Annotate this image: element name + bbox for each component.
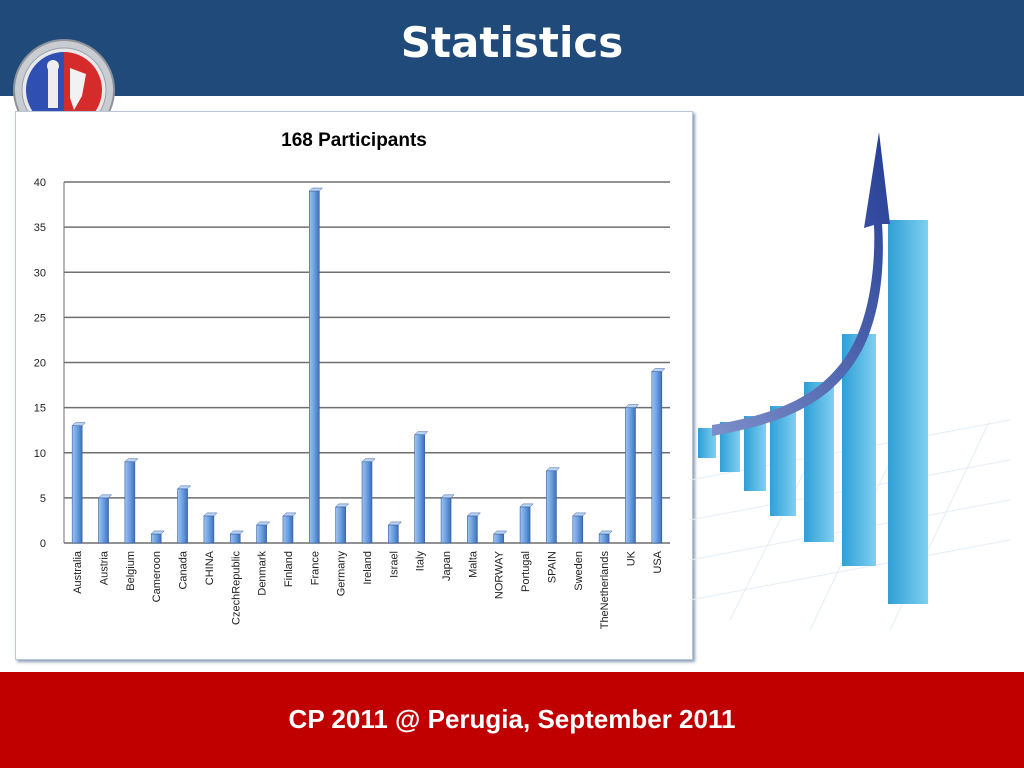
x-tick-label: Austria bbox=[99, 550, 111, 585]
bar-Sweden bbox=[572, 515, 584, 544]
growth-arrow-illustration bbox=[690, 132, 1011, 631]
bar-Austria bbox=[98, 497, 109, 544]
x-tick-label: UK bbox=[625, 550, 637, 566]
bar-top-TheNetherlands bbox=[598, 530, 613, 535]
slide-title: Statistics bbox=[400, 18, 624, 67]
bar-top-USA bbox=[651, 368, 666, 372]
footer-bar: CP 2011 @ Perugia, September 2011 bbox=[0, 672, 1024, 768]
y-tick-label: 5 bbox=[40, 493, 46, 505]
bar-Ireland bbox=[361, 461, 373, 544]
x-tick-label: Belgium bbox=[125, 551, 137, 591]
bar-top-Denmark bbox=[256, 521, 271, 526]
x-tick-label: Italy bbox=[415, 551, 427, 572]
bar-top-SPAIN bbox=[545, 467, 561, 472]
bar-top-Belgium bbox=[124, 458, 139, 463]
bar-top-Italy bbox=[414, 431, 429, 435]
bar-Belgium bbox=[124, 461, 136, 544]
bar-top-France bbox=[308, 187, 323, 192]
x-tick-label: Israel bbox=[388, 551, 400, 578]
x-tick-label: Finland bbox=[283, 551, 295, 587]
y-tick-label: 15 bbox=[34, 403, 46, 415]
x-tick-label: Cameroon bbox=[151, 551, 163, 602]
x-tick-label: Portugal bbox=[520, 551, 532, 592]
bar-top-Canada bbox=[176, 485, 192, 490]
x-tick-label: USA bbox=[652, 550, 664, 573]
header-bar: Statistics bbox=[0, 0, 1024, 96]
x-tick-label: France bbox=[309, 551, 321, 585]
y-tick-label: 25 bbox=[34, 312, 46, 324]
bar-Finland bbox=[282, 515, 294, 544]
x-tick-label: Ireland bbox=[362, 551, 374, 585]
x-tick-label: SPAIN bbox=[546, 551, 558, 583]
bar-Japan bbox=[440, 497, 452, 544]
bar-top-Cameroon bbox=[150, 530, 165, 535]
bar-top-CHINA bbox=[203, 512, 218, 517]
bar-top-Malta bbox=[466, 512, 481, 517]
bar-top-Austria bbox=[97, 494, 113, 499]
bar-top-NORWAY bbox=[493, 530, 508, 535]
chart-title: 168 Participants bbox=[281, 130, 427, 151]
x-tick-label: Malta bbox=[467, 550, 479, 578]
bar-Canada bbox=[177, 488, 188, 544]
y-tick-label: 10 bbox=[34, 448, 46, 460]
bar-SPAIN bbox=[546, 470, 557, 544]
bar-Malta bbox=[467, 515, 478, 544]
footer-caption: CP 2011 @ Perugia, September 2011 bbox=[288, 704, 736, 734]
x-tick-label: CzechRepublic bbox=[230, 551, 242, 625]
bar-France bbox=[309, 190, 320, 544]
x-tick-label: TheNetherlands bbox=[599, 551, 611, 630]
y-tick-label: 20 bbox=[34, 358, 46, 370]
bar-top-Ireland bbox=[361, 458, 376, 463]
bar-top-Finland bbox=[282, 512, 297, 517]
bar-chart-panel: 168 Participants 0 5 10 15 20 25 30 35 40 Australi… bbox=[15, 111, 693, 660]
y-tick-label: 30 bbox=[34, 267, 46, 279]
x-tick-label: Denmark bbox=[257, 551, 269, 596]
y-tick-label: 40 bbox=[34, 177, 46, 189]
bar-top-Portugal bbox=[519, 503, 534, 508]
bar-top-Japan bbox=[440, 494, 455, 499]
bar-top-Australia bbox=[71, 422, 86, 426]
bar-Portugal bbox=[519, 506, 531, 544]
bar-Germany bbox=[335, 506, 346, 544]
bar-Denmark bbox=[256, 524, 267, 544]
x-tick-label: Japan bbox=[441, 551, 453, 581]
bar-TheNetherlands bbox=[598, 533, 610, 544]
x-tick-label: CHINA bbox=[204, 550, 216, 585]
bar-Israel bbox=[388, 524, 399, 544]
bar-UK bbox=[625, 407, 636, 544]
bar-top-Germany bbox=[335, 503, 350, 508]
x-tick-label: Canada bbox=[178, 550, 190, 589]
bar-chart: 168 Participants 0 5 10 15 20 25 30 35 40 Australi… bbox=[34, 130, 670, 630]
bar-CHINA bbox=[203, 515, 215, 544]
bar-Cameroon bbox=[150, 533, 162, 544]
bar-Italy bbox=[414, 434, 425, 544]
x-tick-label: NORWAY bbox=[494, 550, 506, 599]
bar-top-CzechRepublic bbox=[229, 530, 244, 535]
x-tick-label: Germany bbox=[336, 551, 348, 597]
x-tick-label: Australia bbox=[72, 550, 84, 594]
bar-top-UK bbox=[624, 404, 640, 408]
y-tick-label: 35 bbox=[34, 222, 46, 234]
y-tick-label: 0 bbox=[40, 538, 46, 550]
bar-CzechRepublic bbox=[229, 533, 241, 544]
bar-NORWAY bbox=[493, 533, 505, 544]
bar-USA bbox=[651, 371, 663, 544]
x-tick-label: Sweden bbox=[573, 551, 585, 591]
bar-Australia bbox=[71, 425, 83, 544]
bar-top-Sweden bbox=[572, 512, 587, 517]
bar-top-Israel bbox=[387, 521, 402, 526]
